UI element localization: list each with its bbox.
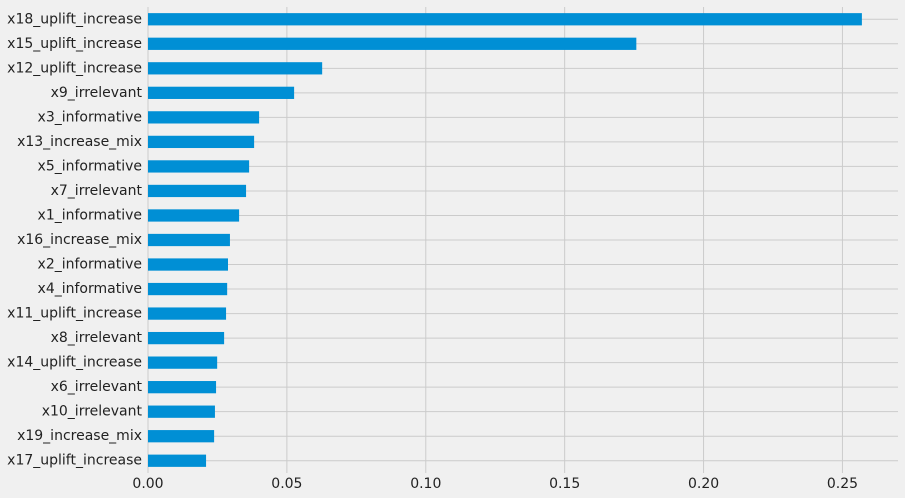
y-tick-label: x11_uplift_increase — [7, 306, 142, 322]
x-tick-label: 0.25 — [827, 476, 858, 492]
x-tick-label: 0.15 — [549, 476, 580, 492]
x-tick-label: 0.20 — [688, 476, 719, 492]
y-tick-label: x16_increase_mix — [17, 232, 142, 248]
y-tick-label: x10_irrelevant — [42, 404, 143, 420]
bar — [148, 209, 240, 222]
y-tick-label: x9_irrelevant — [51, 85, 143, 101]
y-tick-label: x14_uplift_increase — [7, 355, 142, 371]
y-tick-label: x2_informative — [38, 257, 142, 273]
bar — [148, 405, 215, 418]
bar — [148, 111, 260, 124]
bar — [148, 381, 217, 394]
x-tick-label: 0.05 — [271, 476, 302, 492]
y-tick-label: x4_informative — [38, 281, 142, 297]
bar — [148, 86, 295, 99]
y-tick-label: x17_uplift_increase — [7, 453, 142, 469]
bar — [148, 282, 228, 296]
y-tick-label: x13_increase_mix — [17, 134, 142, 150]
y-tick-label: x3_informative — [38, 109, 142, 125]
bar — [148, 307, 227, 320]
y-tick-label: x8_irrelevant — [51, 330, 143, 346]
bar — [148, 331, 225, 345]
bar — [148, 37, 637, 50]
y-tick-label: x1_informative — [38, 207, 142, 223]
y-tick-label: x18_uplift_increase — [7, 11, 142, 27]
y-tick-label: x7_irrelevant — [51, 183, 143, 199]
bar — [148, 160, 250, 173]
y-tick-label: x5_informative — [38, 158, 142, 174]
bar — [148, 135, 255, 149]
bar — [148, 184, 247, 198]
y-tick-label: x19_increase_mix — [17, 428, 142, 444]
y-tick-label: x6_irrelevant — [51, 379, 143, 395]
bar — [148, 233, 230, 247]
bar — [148, 454, 207, 467]
bar — [148, 356, 218, 369]
bar — [148, 258, 228, 271]
bar — [148, 13, 862, 26]
x-tick-label: 0.00 — [132, 476, 163, 492]
y-tick-label: x15_uplift_increase — [7, 36, 142, 52]
y-tick-label: x12_uplift_increase — [7, 60, 142, 76]
x-tick-label: 0.10 — [410, 476, 441, 492]
bar — [148, 430, 215, 443]
bar — [148, 62, 323, 75]
